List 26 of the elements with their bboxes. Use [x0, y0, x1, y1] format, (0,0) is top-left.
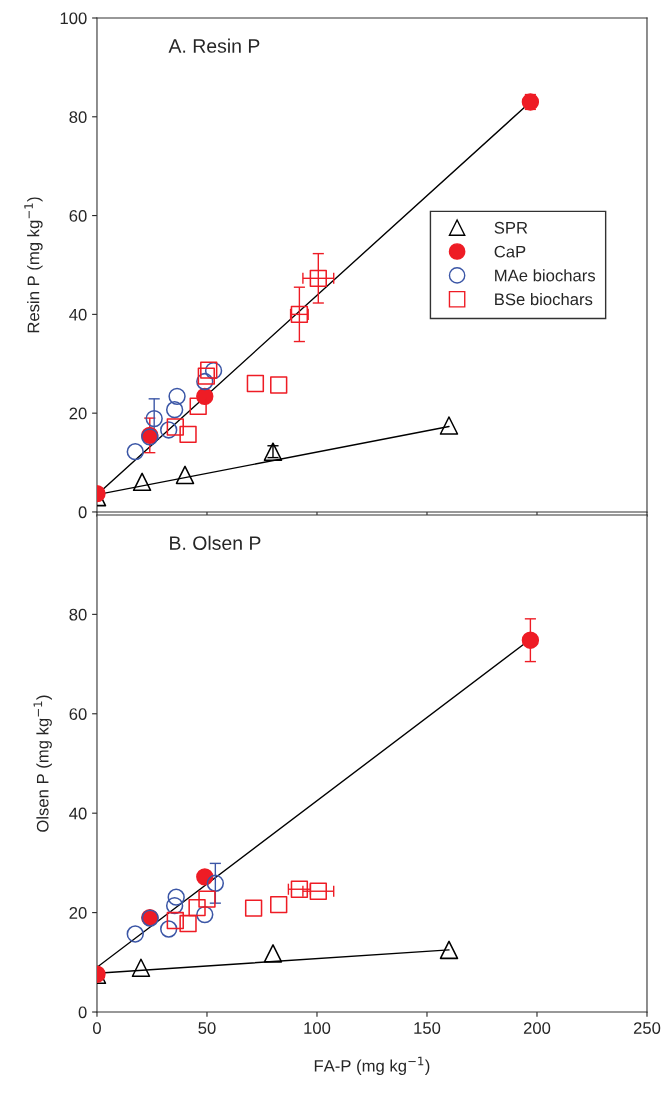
y-tick-label: 80	[69, 111, 87, 123]
y-tick-label: 20	[69, 407, 87, 420]
y-tick-label: 60	[69, 209, 87, 222]
x-tick-label: 200	[523, 1022, 551, 1034]
x-tick-label: 0	[93, 1022, 101, 1034]
y-axis-title: Resin P (mg kg$^{−1}$)	[24, 197, 43, 333]
x-tick-label: 100	[304, 1022, 331, 1034]
y-tick-label: 0	[78, 506, 87, 519]
x-tick-label: 150	[414, 1022, 441, 1034]
x-tick-label: 250	[633, 1022, 661, 1034]
y-tick-label: 0	[78, 1006, 87, 1019]
legend-label: BSe biochars	[495, 293, 593, 306]
legend-label: SPR	[494, 221, 528, 234]
y-axis-title: Olsen P (mg kg$^{−1}$)	[33, 695, 52, 832]
text: B. Olsen P	[170, 535, 261, 550]
y-tick-label: 40	[69, 807, 87, 820]
y-tick-label: 80	[69, 608, 87, 621]
legend-label: MAe biochars	[495, 269, 596, 282]
text: A. Resin P	[168, 38, 260, 53]
legend-label: CaP	[494, 245, 526, 258]
x-axis-title: FA-P (mg kg$^{−1}$)	[314, 1056, 430, 1076]
y-tick-label: 100	[60, 12, 87, 25]
y-tick-label: 20	[69, 907, 87, 919]
y-tick-label: 40	[69, 308, 87, 321]
y-tick-label: 60	[69, 708, 87, 720]
x-tick-label: 50	[198, 1022, 216, 1034]
